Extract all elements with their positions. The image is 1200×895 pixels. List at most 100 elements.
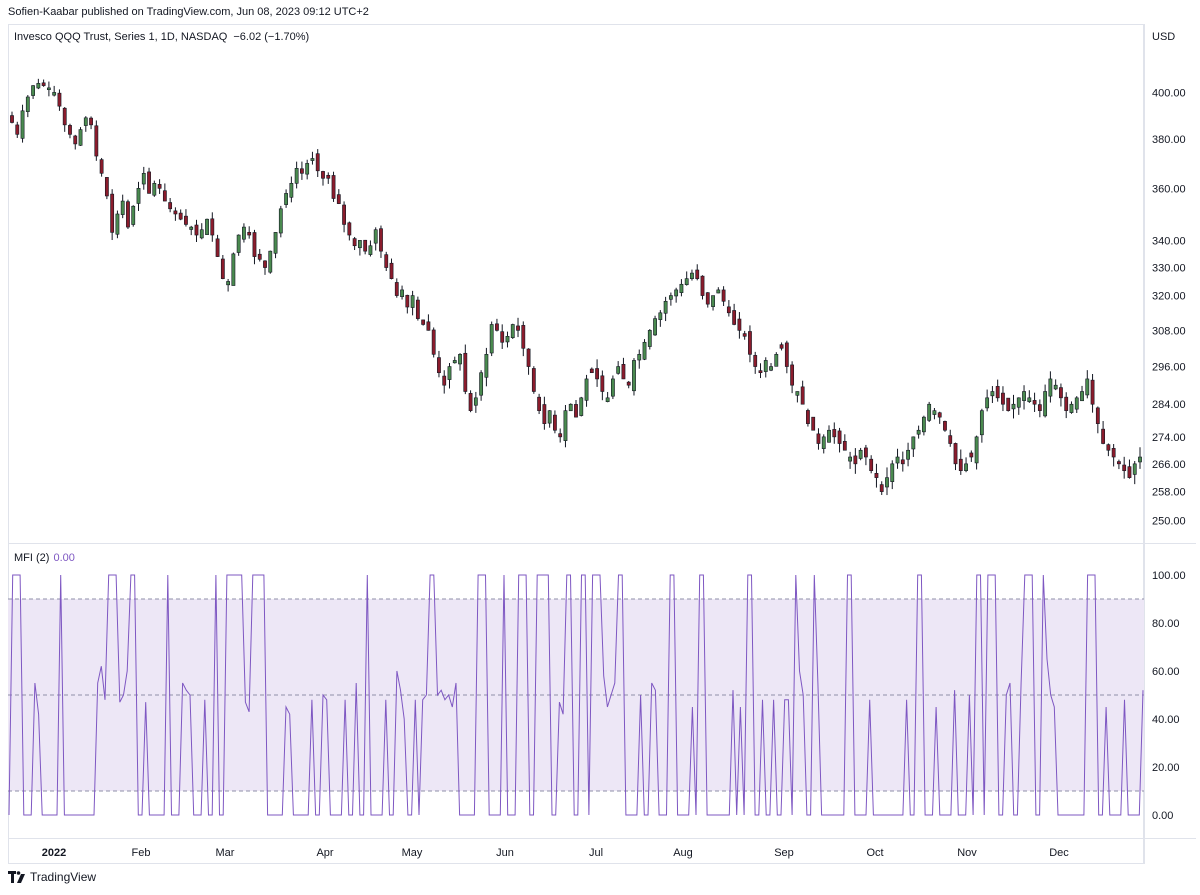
candle bbox=[885, 467, 889, 496]
candle bbox=[231, 252, 236, 286]
candle-body bbox=[653, 318, 657, 336]
candle-body bbox=[484, 354, 489, 378]
candle-body bbox=[927, 403, 932, 421]
candle bbox=[1032, 392, 1037, 412]
candle bbox=[948, 429, 953, 447]
candle-body bbox=[373, 229, 378, 244]
price-tick-label: 250.00 bbox=[1152, 515, 1186, 527]
candle bbox=[553, 410, 557, 434]
main-legend[interactable]: Invesco QQQ Trust, Series 1, 1D, NASDAQ −… bbox=[14, 31, 309, 43]
candle bbox=[115, 210, 120, 239]
candle-body bbox=[495, 323, 499, 331]
time-tick-label: 2022 bbox=[42, 847, 66, 859]
candle bbox=[152, 180, 157, 197]
candle bbox=[758, 363, 763, 379]
candle-body bbox=[152, 182, 157, 196]
candle-body bbox=[115, 213, 120, 235]
candle bbox=[162, 183, 167, 202]
candle-body bbox=[505, 335, 510, 343]
candle-body bbox=[906, 449, 910, 460]
candle bbox=[131, 205, 136, 227]
candle-body bbox=[937, 412, 942, 418]
candle-body bbox=[15, 124, 20, 135]
candle-body bbox=[995, 386, 1000, 399]
candle bbox=[589, 367, 594, 374]
candle-body bbox=[869, 458, 874, 472]
candle-body bbox=[263, 260, 267, 268]
mfi-tick-label: 100.00 bbox=[1152, 570, 1186, 582]
tradingview-logo-icon bbox=[8, 871, 26, 883]
candle-body bbox=[879, 484, 884, 492]
candle-body bbox=[1022, 391, 1026, 401]
candle bbox=[526, 348, 531, 375]
candle-body bbox=[136, 188, 141, 204]
candle-body bbox=[679, 283, 684, 293]
candle-body bbox=[816, 433, 821, 444]
candle bbox=[157, 179, 162, 194]
price-change: −6.02 (−1.70%) bbox=[233, 31, 310, 43]
candle bbox=[495, 318, 499, 332]
candle bbox=[342, 201, 346, 233]
footer[interactable]: TradingView bbox=[8, 870, 96, 884]
candle bbox=[642, 339, 647, 361]
candle bbox=[763, 357, 768, 378]
chart-frame bbox=[8, 24, 1144, 864]
time-scale-separator bbox=[8, 838, 1196, 839]
candle-body bbox=[610, 378, 615, 397]
candle bbox=[711, 295, 715, 311]
candle bbox=[806, 408, 810, 427]
candle-body bbox=[858, 449, 863, 459]
candle bbox=[500, 324, 505, 349]
candle bbox=[921, 415, 926, 436]
candle bbox=[352, 236, 357, 251]
candle bbox=[104, 177, 109, 200]
candle-body bbox=[1132, 463, 1137, 475]
candle-body bbox=[431, 329, 436, 355]
candle bbox=[695, 264, 700, 281]
candle-body bbox=[1117, 461, 1121, 465]
candle bbox=[932, 407, 937, 420]
candle-body bbox=[363, 239, 368, 252]
candle-body bbox=[305, 163, 310, 175]
candle bbox=[516, 317, 520, 338]
candle-body bbox=[647, 330, 652, 347]
candle bbox=[610, 375, 615, 400]
price-tick-label: 400.00 bbox=[1152, 87, 1186, 99]
candle-body bbox=[885, 477, 889, 488]
candle-body bbox=[832, 429, 837, 438]
candle bbox=[637, 349, 642, 369]
candle-body bbox=[574, 404, 578, 418]
candle-body bbox=[1059, 387, 1063, 399]
candle-body bbox=[347, 222, 352, 236]
candle bbox=[126, 199, 130, 229]
candle-body bbox=[52, 92, 57, 96]
candle-body bbox=[632, 360, 636, 392]
candle bbox=[584, 374, 589, 407]
candle-body bbox=[1101, 428, 1106, 444]
candle bbox=[995, 379, 1000, 402]
mfi-value: 0.00 bbox=[53, 552, 75, 564]
candle-body bbox=[368, 245, 373, 255]
candle-body bbox=[758, 370, 763, 374]
candle-body bbox=[921, 416, 926, 433]
candle bbox=[716, 287, 721, 294]
candle bbox=[1085, 370, 1090, 399]
candle-body bbox=[20, 110, 25, 139]
mfi-legend[interactable]: MFI (2) 0.00 bbox=[14, 552, 75, 564]
candle-body bbox=[36, 83, 41, 89]
candle-body bbox=[563, 410, 568, 441]
candle-body bbox=[690, 272, 694, 279]
candle-body bbox=[384, 254, 389, 268]
candle-body bbox=[600, 375, 605, 392]
pane-separator[interactable] bbox=[8, 543, 1196, 544]
candle bbox=[663, 296, 668, 322]
publish-info: Sofien-Kaabar published on TradingView.c… bbox=[8, 6, 369, 18]
candle-body bbox=[732, 310, 737, 325]
candle bbox=[563, 404, 568, 448]
candle bbox=[15, 121, 20, 138]
candle bbox=[210, 212, 215, 242]
candle-body bbox=[800, 386, 805, 405]
candle-body bbox=[99, 159, 104, 174]
currency-label[interactable]: USD bbox=[1152, 31, 1176, 43]
